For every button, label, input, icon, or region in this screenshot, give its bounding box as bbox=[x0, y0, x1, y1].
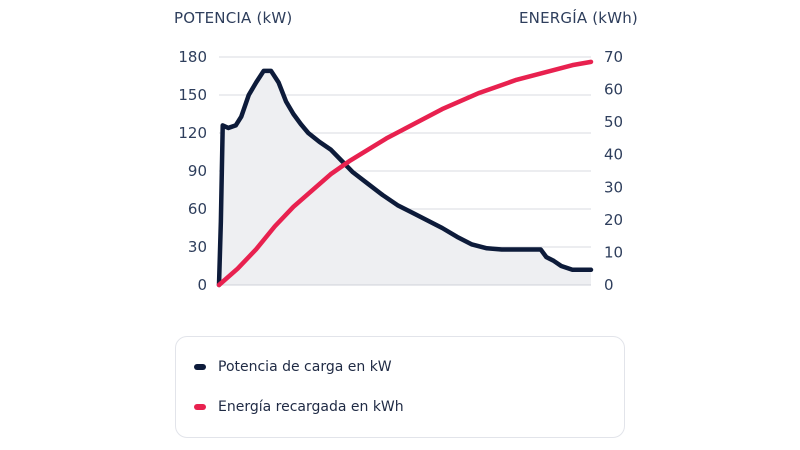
legend-label-energy: Energía recargada en kWh bbox=[218, 399, 404, 415]
left-tick-label-120: 120 bbox=[178, 124, 207, 142]
legend-label-power: Potencia de carga en kW bbox=[218, 359, 392, 375]
right-tick-label-50: 50 bbox=[604, 113, 623, 131]
left-tick-label-90: 90 bbox=[188, 162, 207, 180]
left-axis-title: POTENCIA (kW) bbox=[174, 9, 293, 27]
energy-line bbox=[216, 59, 594, 288]
legend-swatch-energy bbox=[194, 404, 206, 410]
left-tick-label-180: 180 bbox=[178, 48, 207, 66]
legend-item-energy: Energía recargada en kWh bbox=[194, 399, 404, 415]
right-tick-label-70: 70 bbox=[604, 48, 623, 66]
left-tick-label-60: 60 bbox=[188, 200, 207, 218]
right-tick-label-0: 0 bbox=[604, 276, 614, 294]
right-tick-label-60: 60 bbox=[604, 81, 623, 99]
power-line bbox=[216, 68, 594, 288]
power-area-fill bbox=[219, 70, 591, 285]
chart-legend: Potencia de carga en kW Energía recargad… bbox=[175, 336, 625, 438]
right-axis-title: ENERGÍA (kWh) bbox=[518, 9, 638, 27]
legend-swatch-power bbox=[194, 364, 206, 370]
right-tick-label-30: 30 bbox=[604, 178, 623, 196]
right-tick-label-10: 10 bbox=[604, 243, 623, 261]
left-tick-label-0: 0 bbox=[197, 276, 207, 294]
right-tick-label-20: 20 bbox=[604, 211, 623, 229]
chart-plot-area: 0 30 60 90 120 150 180 0 10 20 30 40 50 60 70 bbox=[178, 48, 623, 294]
right-tick-label-40: 40 bbox=[604, 146, 623, 164]
left-tick-label-30: 30 bbox=[188, 238, 207, 256]
legend-item-power: Potencia de carga en kW bbox=[194, 359, 392, 375]
left-tick-label-150: 150 bbox=[178, 86, 207, 104]
